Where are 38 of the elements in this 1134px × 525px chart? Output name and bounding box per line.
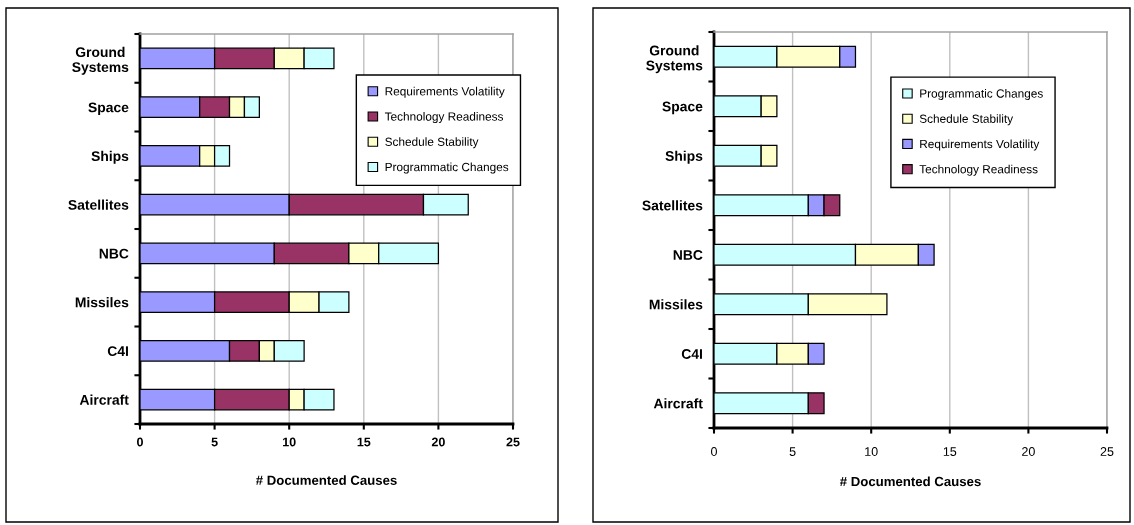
- x-tick-label: 20: [431, 437, 445, 447]
- y-tick-label: C4I: [681, 349, 702, 359]
- x-tick-label: 10: [865, 447, 878, 456]
- x-axis-title: # Documented Causes: [255, 475, 397, 485]
- y-tick-label: Satellites: [642, 200, 703, 211]
- y-tick-label: NBC: [99, 248, 129, 259]
- y-tick-label: Space: [662, 101, 703, 115]
- x-tick-label: 15: [357, 437, 371, 447]
- y-tick-label: Missiles: [649, 299, 703, 310]
- x-tick-label: 15: [943, 447, 957, 456]
- legend-label: Requirements Volatility: [385, 86, 505, 98]
- x-tick-label: 5: [211, 437, 218, 447]
- x-tick-label: 25: [506, 437, 520, 447]
- y-tick-label: Ships: [665, 150, 703, 164]
- y-tick-label: Ground Systems: [646, 45, 703, 74]
- legend-label: Technology Readiness: [919, 164, 1038, 176]
- legend-label: Requirements Volatility: [920, 139, 1040, 151]
- x-tick-label: 10: [283, 437, 296, 447]
- x-tick-label: 20: [1022, 447, 1035, 456]
- x-axis-title: # Documented Causes: [839, 476, 981, 487]
- y-tick-label: Missiles: [75, 297, 129, 308]
- x-tick-label: 25: [1100, 447, 1114, 456]
- y-tick-label: Ground Systems: [72, 46, 129, 75]
- y-tick-label: C4I: [107, 346, 128, 357]
- legend-label: Schedule Stability: [919, 114, 1014, 126]
- y-tick-label: Satellites: [68, 199, 129, 210]
- y-tick-label: Aircraft: [79, 394, 129, 405]
- legend-label: Programmatic Changes: [920, 89, 1043, 101]
- y-tick-label: Aircraft: [653, 398, 703, 409]
- legend-label: Schedule Stability: [385, 137, 479, 149]
- legend-label: Programmatic Changes: [385, 162, 509, 174]
- y-tick-label: Space: [88, 102, 129, 116]
- x-tick-label: 0: [137, 437, 143, 447]
- x-tick-label: 5: [789, 447, 796, 456]
- y-tick-label: NBC: [673, 250, 703, 260]
- legend-label: Technology Readiness: [384, 112, 504, 124]
- y-tick-label: Ships: [91, 150, 129, 164]
- x-tick-label: 0: [711, 447, 717, 456]
